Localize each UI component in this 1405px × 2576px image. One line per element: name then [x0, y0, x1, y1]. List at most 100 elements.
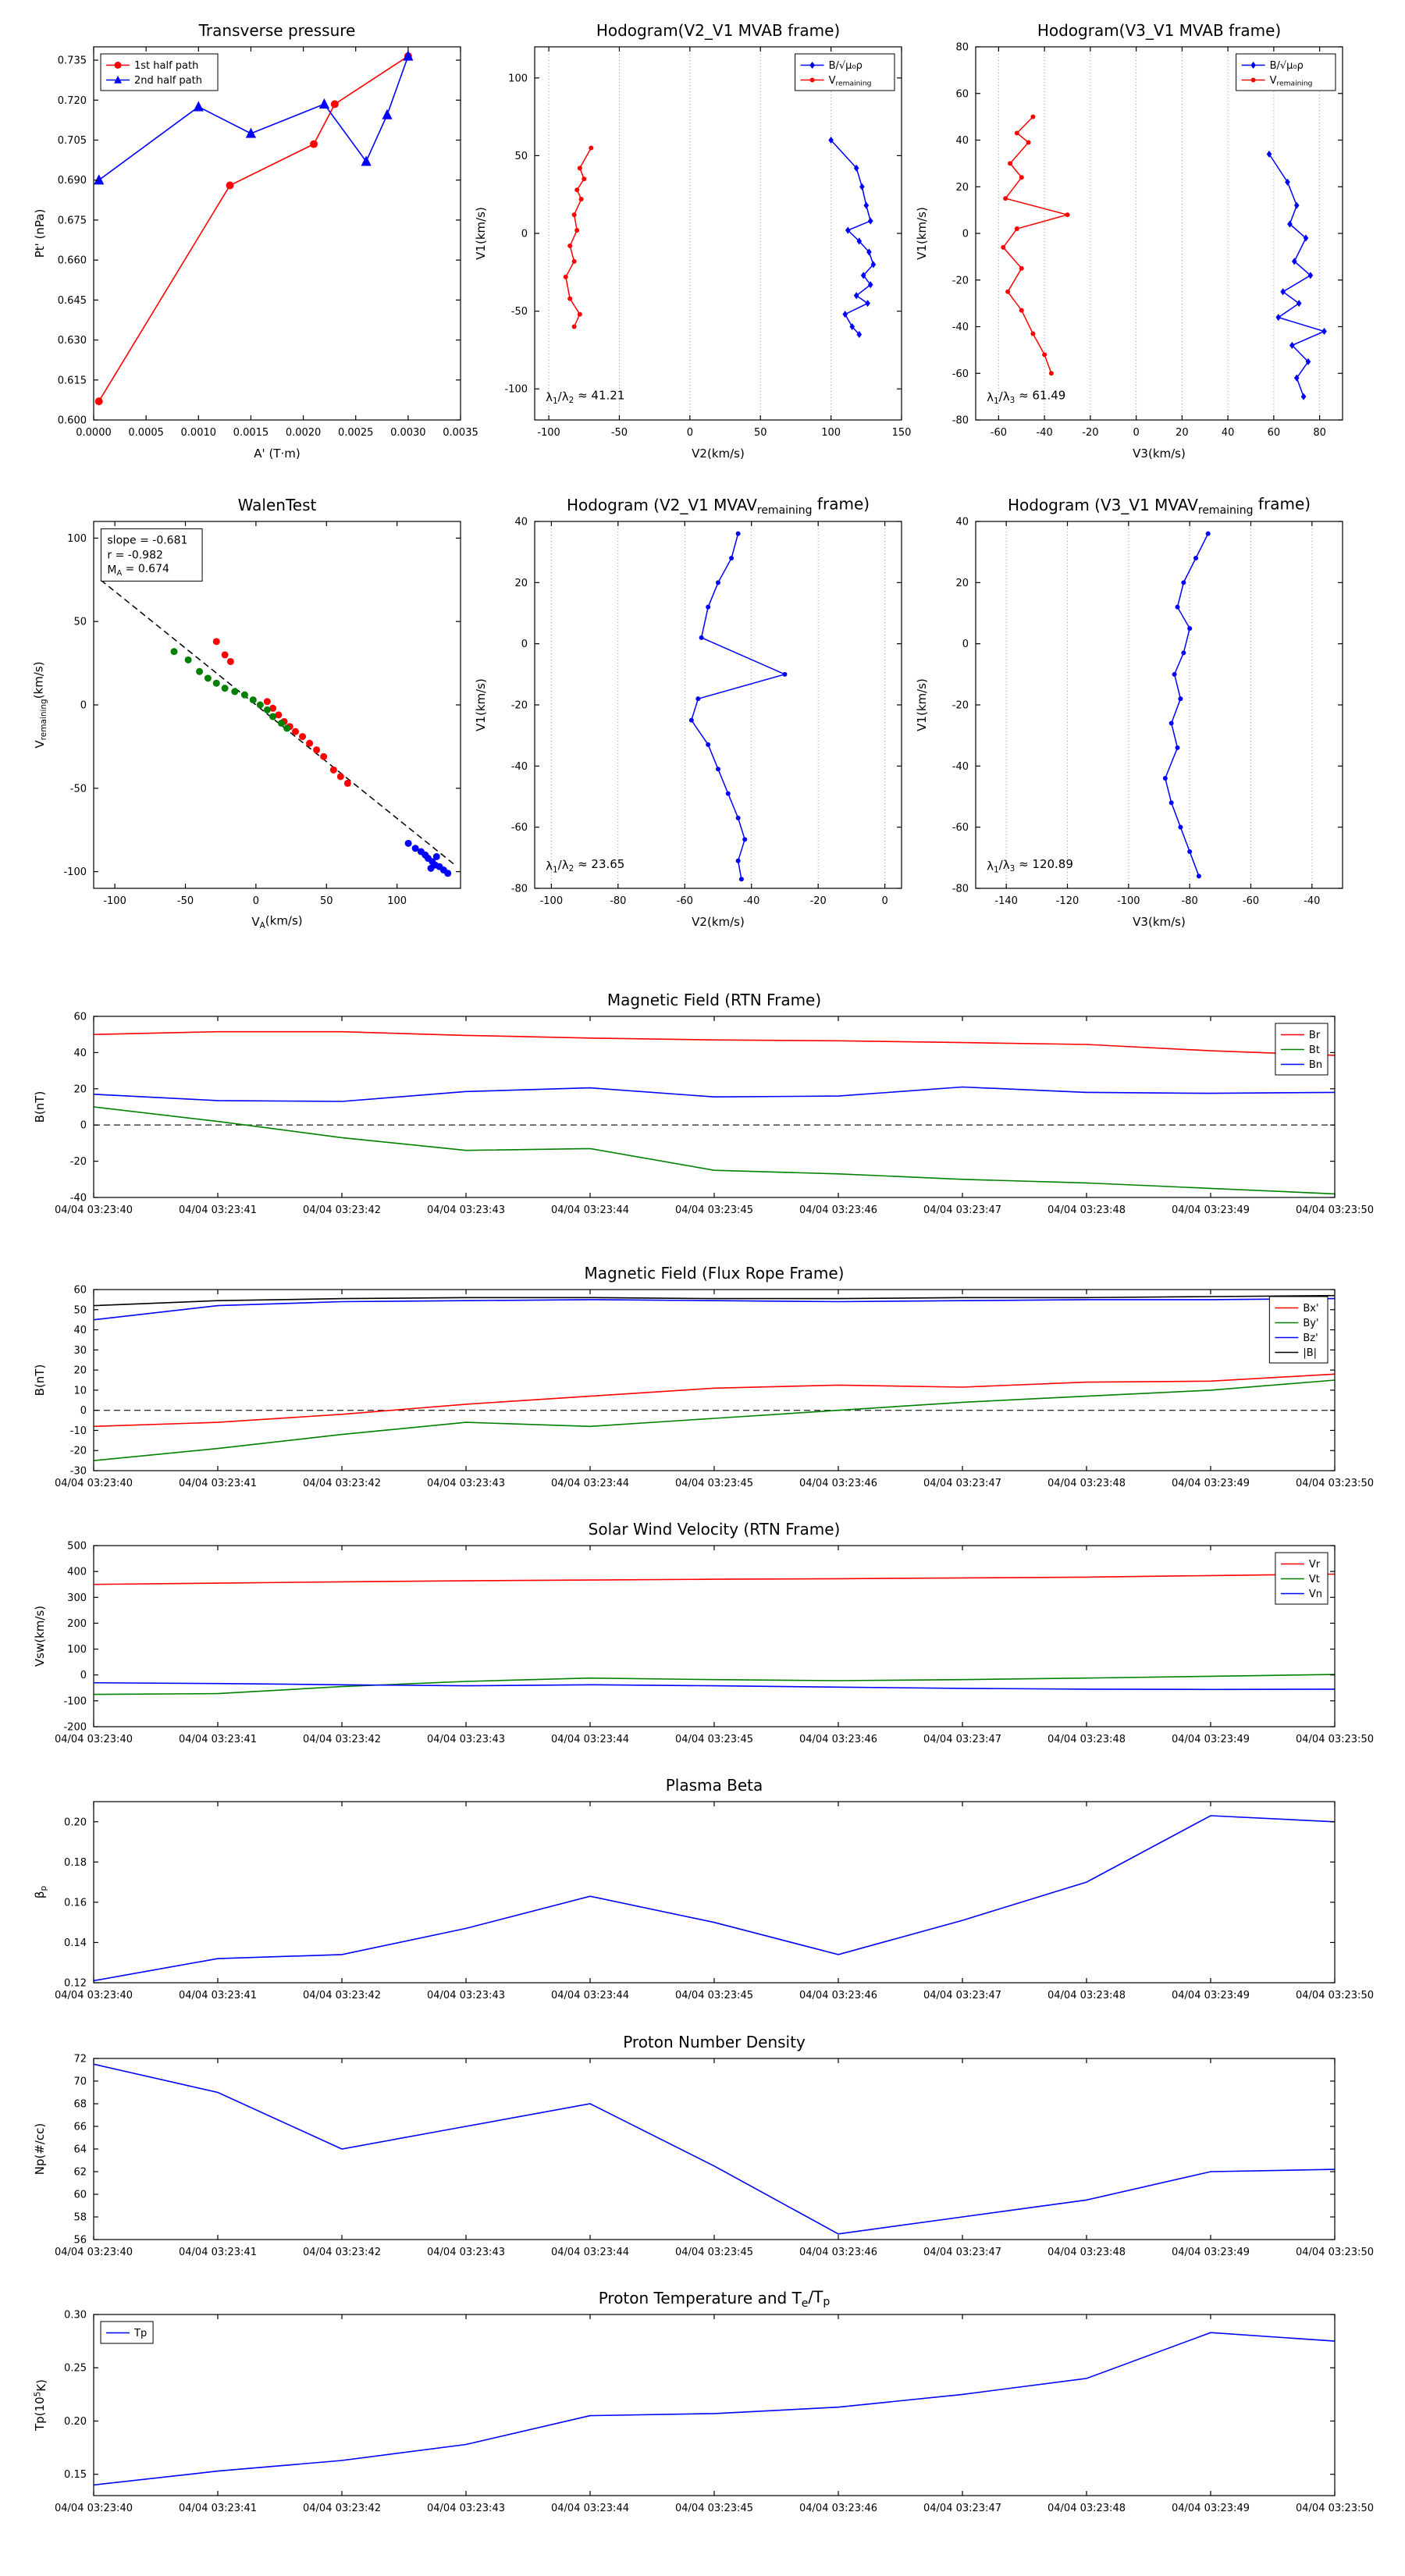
y-tick-label: 400 — [67, 1567, 87, 1578]
x-tick-label: 04/04 03:23:48 — [1048, 1734, 1126, 1745]
y-tick-label: 50 — [73, 1304, 87, 1316]
plot-area — [94, 1546, 1335, 1727]
x-tick-label: 04/04 03:23:48 — [1048, 1478, 1126, 1489]
panel-proton-temperature: 04/04 03:23:40 04/04 03:23:41 04/04 03:23:… — [16, 2277, 1374, 2556]
y-tick-label: -100 — [63, 866, 87, 878]
chart-hodogram-v2v1-mvab: -100 -50 0 50 100 150 -100 -50 0 50 100 Hodogram(V2… — [474, 21, 912, 461]
chart-title: Magnetic Field (RTN Frame) — [607, 991, 821, 1009]
x-tick-label: 100 — [821, 427, 841, 439]
x-tick-label: 0.0030 — [390, 427, 426, 439]
series-vn — [93, 1681, 1336, 1691]
y-tick-label: 60 — [73, 1012, 87, 1023]
x-tick-label: 100 — [387, 895, 407, 907]
plot-area — [94, 2058, 1335, 2240]
series-bz-prime — [93, 1297, 1336, 1321]
x-tick-label: 150 — [892, 427, 912, 439]
series-scatter-blue — [404, 839, 452, 877]
x-tick-label: 04/04 03:23:44 — [551, 1734, 629, 1745]
y-axis-label: V1(km/s) — [474, 207, 488, 260]
x-tick-label: 04/04 03:23:40 — [55, 1990, 133, 2001]
y-tick-label: -80 — [952, 884, 969, 895]
y-tick-label: 0.705 — [58, 135, 87, 147]
x-tick-label: 04/04 03:23:50 — [1296, 1478, 1374, 1489]
y-tick-label: 0 — [80, 1405, 87, 1417]
y-tick-label: 80 — [955, 42, 969, 54]
x-tick-label: 04/04 03:23:41 — [179, 2247, 257, 2258]
series-vt — [93, 1674, 1336, 1695]
y-axis-label: B(nT) — [33, 1364, 47, 1397]
x-tick-label: 04/04 03:23:45 — [675, 1478, 753, 1489]
x-tick-label: 04/04 03:23:43 — [427, 2503, 505, 2514]
y-tick-label: 0 — [521, 639, 528, 650]
legend-label: Bt — [1309, 1044, 1320, 1056]
plot-area — [535, 47, 902, 420]
x-tick-label: 04/04 03:23:43 — [427, 1734, 505, 1745]
y-tick-label: 0.20 — [64, 1816, 87, 1828]
legend: 1st half path 2nd half path — [100, 53, 219, 91]
legend-label: Bx' — [1303, 1303, 1318, 1315]
y-tick-label: 0 — [80, 1670, 87, 1681]
x-tick-label: -40 — [1304, 895, 1320, 907]
x-tick-label: 04/04 03:23:41 — [179, 1204, 257, 1216]
x-tick-label: 04/04 03:23:40 — [55, 1734, 133, 1745]
series-v-remaining — [563, 145, 594, 329]
x-tick-label: -80 — [610, 895, 626, 907]
series-vr — [93, 1573, 1336, 1585]
legend-label: Br — [1309, 1030, 1321, 1041]
x-tick-label: 04/04 03:23:42 — [303, 1204, 381, 1216]
y-tick-label: 0.18 — [64, 1857, 87, 1869]
chart-title: Hodogram(V2_V1 MVAB frame) — [596, 21, 840, 40]
series-scatter-red — [212, 638, 351, 787]
y-tick-label: 40 — [514, 517, 528, 528]
x-tick-label: 04/04 03:23:40 — [55, 2247, 133, 2258]
annotation: λ1/λ2 ≈ 23.65 — [546, 857, 624, 874]
x-tick-label: 04/04 03:23:44 — [551, 1204, 629, 1216]
y-tick-label: 60 — [955, 88, 969, 100]
x-tick-label: 0 — [253, 895, 259, 907]
chart-title: Transverse pressure — [198, 21, 356, 40]
legend-label: B/√μ₀ρ — [1270, 60, 1304, 72]
x-tick-label: 04/04 03:23:40 — [55, 1478, 133, 1489]
x-tick-label: -40 — [1037, 427, 1053, 439]
stats-box — [100, 528, 203, 582]
x-axis-label: A' (T·m) — [254, 447, 300, 461]
x-tick-label: 0.0015 — [233, 427, 269, 439]
legend: Br Bt Bn — [1275, 1023, 1329, 1076]
x-tick-label: 04/04 03:23:40 — [55, 1204, 133, 1216]
y-tick-label: 50 — [514, 151, 528, 162]
x-tick-label: -20 — [810, 895, 827, 907]
chart-hodogram-v3v1-mvav: -140 -120 -100 -80 -60 -40 -80 -60 -40 -20 0 20 40 Ho… — [915, 494, 1343, 929]
chart-title: Proton Number Density — [623, 2033, 806, 2051]
legend: B/√μ₀ρ Vremaining — [795, 53, 895, 91]
x-tick-label: 04/04 03:23:41 — [179, 1478, 257, 1489]
panel-transverse-pressure: 0.0000 0.0005 0.0010 0.0015 0.0020 0.0025 0.00… — [16, 9, 500, 481]
x-tick-label: -60 — [1243, 895, 1259, 907]
x-axis-label: V2(km/s) — [692, 447, 745, 461]
y-tick-label: 0.25 — [64, 2363, 87, 2375]
y-tick-label: -80 — [952, 415, 969, 427]
series-bx-prime — [93, 1373, 1336, 1428]
y-tick-label: -40 — [952, 761, 969, 773]
legend-label: Vt — [1309, 1574, 1320, 1585]
plot-area — [94, 1290, 1335, 1471]
x-tick-label: 04/04 03:23:40 — [55, 2503, 133, 2514]
panel-proton-density: 04/04 03:23:40 04/04 03:23:41 04/04 03:23:… — [16, 2021, 1374, 2300]
y-tick-label: -20 — [511, 700, 528, 712]
x-tick-label: 04/04 03:23:49 — [1172, 2247, 1250, 2258]
x-tick-label: 60 — [1268, 427, 1281, 439]
x-tick-label: 04/04 03:23:48 — [1048, 1990, 1126, 2001]
legend-label: 2nd half path — [134, 75, 202, 87]
y-tick-label: 72 — [73, 2054, 87, 2065]
legend-label: |B| — [1303, 1347, 1317, 1359]
y-tick-label: -40 — [511, 761, 528, 773]
x-tick-label: 04/04 03:23:50 — [1296, 2247, 1374, 2258]
chart-title: Magnetic Field (Flux Rope Frame) — [585, 1264, 845, 1283]
x-tick-label: 04/04 03:23:42 — [303, 1734, 381, 1745]
y-tick-label: 200 — [67, 1618, 87, 1630]
stats-box-line: r = -0.982 — [107, 549, 163, 561]
x-tick-label: 04/04 03:23:45 — [675, 1990, 753, 2001]
y-tick-label: 40 — [73, 1048, 87, 1059]
x-tick-label: 04/04 03:23:47 — [923, 2503, 1001, 2514]
x-tick-label: 04/04 03:23:47 — [923, 1734, 1001, 1745]
x-tick-label: -60 — [677, 895, 693, 907]
